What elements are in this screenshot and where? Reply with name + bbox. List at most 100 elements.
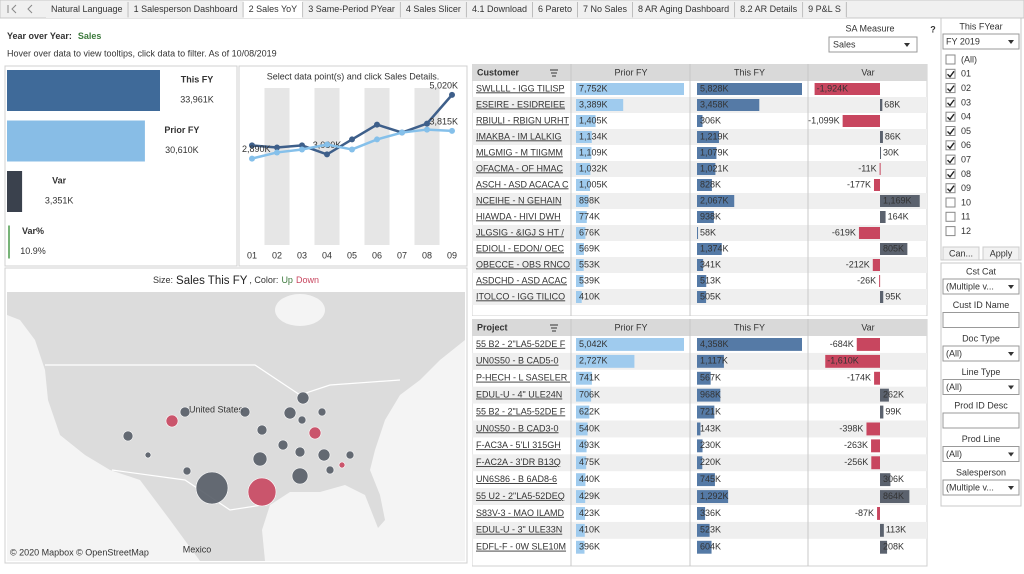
- measure-dropdown[interactable]: [828, 36, 918, 53]
- row-name[interactable]: ITOLCO - IGG TILICO: [476, 291, 565, 301]
- value-bar[interactable]: [576, 338, 684, 351]
- row-name[interactable]: ESEIRE - ESIDREIEE: [476, 99, 565, 109]
- map-bubble[interactable]: [283, 406, 297, 420]
- var-bar[interactable]: [880, 405, 884, 419]
- value-bar[interactable]: [697, 259, 704, 271]
- checkbox[interactable]: [945, 168, 956, 179]
- row-name[interactable]: S83V-3 - MAO ILAMD: [476, 508, 565, 518]
- map-bubble[interactable]: [179, 406, 191, 418]
- var-bar[interactable]: [842, 115, 880, 127]
- var-bar[interactable]: [873, 179, 880, 191]
- var-bar[interactable]: [880, 388, 889, 402]
- var-bar[interactable]: [871, 439, 880, 453]
- value-bar[interactable]: [697, 540, 712, 554]
- var-bar[interactable]: [880, 147, 882, 159]
- value-bar[interactable]: [576, 388, 592, 402]
- map-bubble[interactable]: [165, 414, 179, 428]
- data-point[interactable]: [449, 127, 455, 134]
- map-bubble[interactable]: [122, 430, 134, 442]
- checkbox[interactable]: [945, 211, 956, 222]
- value-bar[interactable]: [697, 473, 715, 487]
- data-point[interactable]: [249, 142, 255, 149]
- value-bar[interactable]: [576, 490, 586, 503]
- value-bar[interactable]: [576, 211, 587, 223]
- value-bar[interactable]: [697, 99, 760, 111]
- row-name[interactable]: OFACMA - OF HMAC: [476, 163, 564, 173]
- filter-dropdown[interactable]: [942, 33, 1020, 50]
- var-bar[interactable]: [880, 473, 891, 487]
- value-bar[interactable]: [576, 405, 590, 419]
- value-bar[interactable]: [697, 490, 729, 503]
- filter-dropdown[interactable]: [942, 379, 1020, 395]
- data-point[interactable]: [374, 121, 380, 128]
- var-bar[interactable]: [872, 259, 880, 271]
- value-bar[interactable]: [576, 540, 585, 554]
- var-bar[interactable]: [880, 540, 888, 554]
- data-point[interactable]: [274, 149, 280, 156]
- row-name[interactable]: IMAKBA - IM LALKIG: [476, 131, 562, 141]
- checkbox[interactable]: [945, 197, 956, 208]
- map-bubble[interactable]: [182, 466, 192, 476]
- value-bar[interactable]: [576, 439, 587, 453]
- checkbox[interactable]: [945, 68, 956, 79]
- value-bar[interactable]: [576, 163, 591, 175]
- data-point[interactable]: [349, 146, 355, 153]
- value-bar[interactable]: [576, 275, 584, 287]
- value-bar[interactable]: [576, 259, 584, 271]
- data-point[interactable]: [374, 136, 380, 143]
- row-name[interactable]: NCEIHE - N GEHAIN: [476, 195, 562, 205]
- data-point[interactable]: [399, 129, 405, 136]
- var-bar[interactable]: [880, 490, 910, 503]
- kpi-bar[interactable]: [7, 70, 160, 111]
- checkbox[interactable]: [945, 140, 956, 151]
- tab[interactable]: Natural Language: [51, 4, 123, 14]
- tab[interactable]: 4 Sales Slicer: [406, 4, 461, 14]
- tab[interactable]: 3 Same-Period PYear: [308, 4, 395, 14]
- value-bar[interactable]: [576, 99, 624, 111]
- tab[interactable]: 8.2 AR Details: [740, 4, 798, 14]
- checkbox[interactable]: [945, 226, 956, 237]
- value-bar[interactable]: [697, 147, 717, 159]
- value-bar[interactable]: [697, 338, 802, 351]
- data-point[interactable]: [349, 136, 355, 143]
- data-point[interactable]: [424, 126, 430, 133]
- value-bar[interactable]: [576, 354, 635, 368]
- value-bar[interactable]: [697, 456, 703, 470]
- var-bar[interactable]: [858, 227, 880, 239]
- filter-dropdown[interactable]: [942, 446, 1020, 462]
- row-name[interactable]: MLGMIG - M TIIGMM: [476, 147, 563, 157]
- value-bar[interactable]: [697, 388, 721, 402]
- value-bar[interactable]: [697, 371, 711, 385]
- var-bar[interactable]: [814, 83, 880, 95]
- map-bubble[interactable]: [294, 446, 306, 458]
- value-bar[interactable]: [576, 507, 586, 520]
- row-name[interactable]: EDUL-U - 3" ULE33N: [476, 525, 562, 535]
- var-bar[interactable]: [856, 338, 880, 351]
- map-bubble[interactable]: [297, 415, 307, 425]
- value-bar[interactable]: [697, 83, 802, 95]
- map-bubble[interactable]: [338, 461, 346, 469]
- value-bar[interactable]: [576, 291, 582, 303]
- data-point[interactable]: [424, 120, 430, 127]
- row-name[interactable]: HIAWDA - HIVI DWH: [476, 211, 561, 221]
- tab[interactable]: 1 Salesperson Dashboard: [134, 4, 238, 14]
- value-bar[interactable]: [697, 405, 715, 419]
- var-bar[interactable]: [825, 354, 880, 368]
- filter-button[interactable]: [982, 246, 1020, 261]
- value-bar[interactable]: [576, 523, 585, 537]
- var-bar[interactable]: [880, 523, 884, 537]
- map-bubble[interactable]: [247, 477, 277, 507]
- value-bar[interactable]: [576, 243, 584, 255]
- map-bubble[interactable]: [256, 424, 268, 436]
- map-bubble[interactable]: [291, 467, 309, 485]
- data-point[interactable]: [299, 146, 305, 153]
- value-bar[interactable]: [697, 243, 722, 255]
- checkbox[interactable]: [945, 126, 956, 136]
- row-name[interactable]: EDIOLI - EDON/ OEC: [476, 243, 565, 253]
- value-bar[interactable]: [697, 115, 703, 127]
- value-bar[interactable]: [697, 131, 719, 143]
- data-point[interactable]: [249, 155, 255, 162]
- checkbox[interactable]: [945, 83, 956, 94]
- value-bar[interactable]: [576, 179, 591, 191]
- value-bar[interactable]: [576, 195, 589, 207]
